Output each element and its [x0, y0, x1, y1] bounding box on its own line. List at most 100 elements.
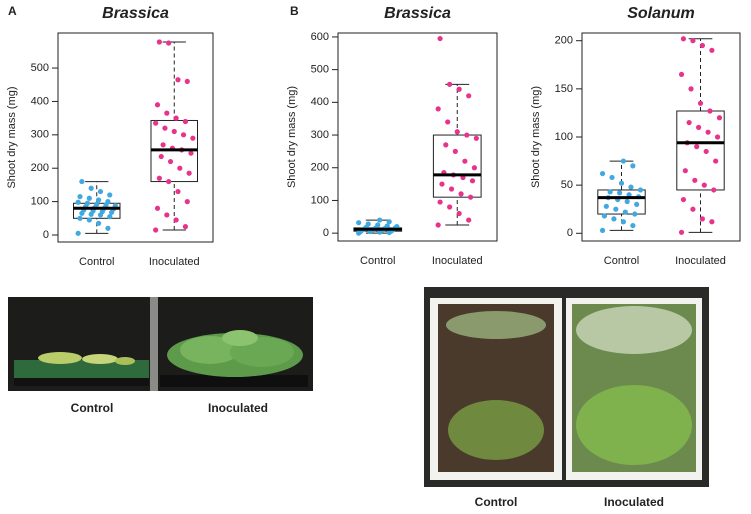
data-point — [680, 36, 687, 42]
data-point — [682, 168, 688, 174]
data-point — [611, 216, 617, 222]
data-point — [365, 221, 371, 227]
data-point — [454, 129, 460, 135]
data-point — [466, 93, 472, 99]
data-point — [473, 135, 479, 141]
data-point — [175, 188, 181, 195]
data-point — [158, 153, 164, 160]
data-point — [690, 206, 696, 212]
data-point — [156, 175, 162, 181]
data-point — [678, 71, 685, 78]
y-axis-label: Shoot dry mass (mg) — [286, 86, 298, 188]
photo — [424, 287, 709, 487]
data-point — [637, 187, 644, 193]
data-point — [160, 142, 166, 148]
data-point — [464, 132, 470, 138]
data-point — [166, 40, 172, 46]
data-point — [468, 194, 474, 200]
y-tick-label: 0 — [43, 229, 49, 241]
data-point — [175, 77, 181, 83]
plot-frame — [337, 32, 498, 242]
data-point — [622, 209, 628, 215]
data-point — [599, 227, 606, 234]
data-point — [630, 222, 636, 229]
data-point — [716, 115, 723, 121]
data-point — [620, 219, 626, 225]
data-point — [699, 216, 705, 222]
data-point — [686, 119, 692, 126]
chart-title: Brassica — [102, 5, 169, 22]
data-point — [154, 102, 161, 108]
y-tick-label: 500 — [31, 62, 49, 74]
data-point — [79, 178, 85, 185]
data-point — [632, 211, 638, 217]
data-point — [184, 78, 190, 85]
data-point — [601, 213, 608, 219]
y-tick-label: 50 — [561, 179, 573, 191]
data-point — [88, 185, 94, 191]
data-point — [711, 187, 717, 193]
data-point — [439, 181, 445, 187]
data-point — [375, 222, 381, 228]
data-point — [630, 163, 636, 169]
data-point — [603, 203, 609, 209]
y-tick-label: 300 — [311, 129, 329, 141]
y-tick-label: 0 — [567, 227, 573, 239]
plot-frame — [57, 32, 214, 243]
data-point — [688, 86, 694, 92]
data-point — [617, 190, 623, 196]
x-tick-label: Inoculated — [432, 255, 483, 267]
data-point — [699, 42, 705, 49]
data-point — [445, 119, 451, 125]
data-point — [173, 217, 179, 223]
data-point — [180, 132, 187, 138]
y-tick-label: 400 — [31, 95, 49, 107]
y-tick-label: 0 — [323, 227, 329, 239]
data-point — [164, 110, 170, 116]
data-point — [466, 217, 472, 223]
data-point — [386, 219, 392, 225]
data-point — [456, 210, 462, 217]
chart-title: Solanum — [627, 5, 695, 22]
data-point — [448, 186, 455, 192]
data-point — [153, 120, 159, 126]
y-axis-label: Shoot dry mass (mg) — [530, 86, 542, 188]
photo — [8, 297, 313, 391]
data-point — [77, 215, 83, 221]
data-point — [709, 47, 715, 53]
data-point — [377, 217, 383, 223]
data-point — [624, 198, 630, 205]
data-point — [626, 192, 632, 198]
data-point — [77, 193, 83, 200]
y-axis-label: Shoot dry mass (mg) — [6, 86, 18, 188]
data-point — [171, 128, 177, 135]
panel-label: B — [290, 4, 299, 18]
data-point — [162, 125, 168, 131]
data-point — [97, 188, 104, 195]
data-point — [458, 191, 464, 197]
data-point — [634, 201, 640, 208]
data-point — [609, 174, 615, 181]
x-tick-label: Inoculated — [675, 255, 726, 267]
data-point — [84, 200, 91, 206]
data-point — [356, 220, 362, 226]
data-point — [714, 134, 721, 140]
data-point — [186, 170, 192, 176]
data-point — [471, 165, 478, 171]
data-point — [96, 197, 102, 203]
y-tick-label: 150 — [555, 83, 573, 95]
data-point — [607, 189, 613, 195]
data-point — [86, 217, 92, 223]
data-point — [620, 158, 626, 164]
data-point — [705, 129, 711, 135]
data-point — [164, 212, 170, 218]
data-point — [75, 199, 81, 205]
data-point — [618, 180, 625, 186]
data-point — [188, 150, 194, 156]
data-point — [696, 124, 702, 130]
data-point — [697, 100, 704, 106]
y-tick-label: 100 — [31, 196, 49, 208]
data-point — [613, 206, 619, 212]
data-point — [190, 135, 196, 141]
